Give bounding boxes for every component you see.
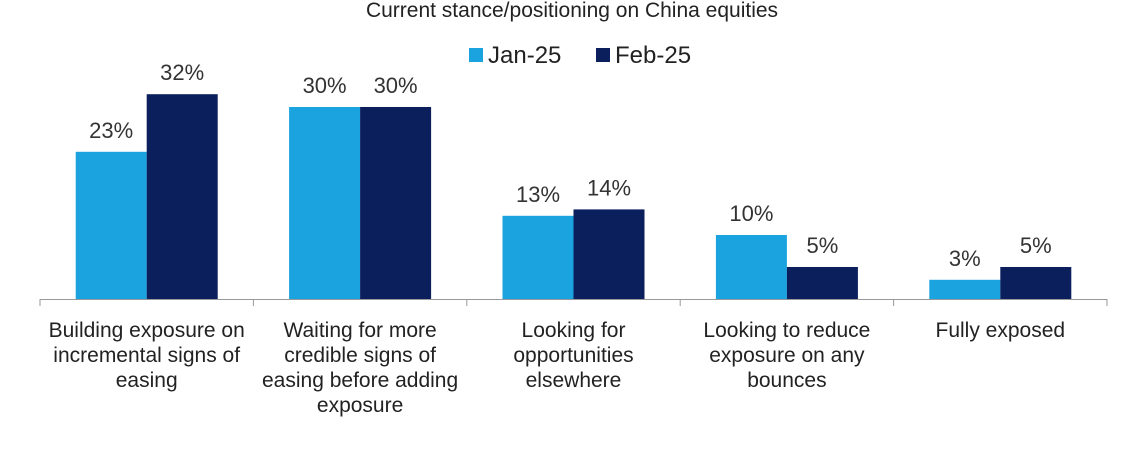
data-label-feb-25-5: 5% [1020,233,1052,258]
x-axis [39,299,1108,306]
bar-jan-25-5 [929,279,1001,299]
category-label-5: Fully exposed [935,319,1066,342]
legend: Jan-25 Feb-25 [469,42,691,69]
category-label-4: Looking to reduce exposure on any bounce… [703,319,871,392]
data-label-jan-25-3: 13% [516,182,560,207]
data-label-feb-25-3: 14% [587,175,631,200]
bar-jan-25-4 [715,235,787,299]
category-label-3: Looking for opportunities elsewhere [513,319,634,392]
bar-feb-25-2 [360,107,432,299]
data-label-jan-25-4: 10% [729,201,773,226]
data-label-jan-25-2: 30% [303,73,347,98]
legend-swatch-feb-25 [596,48,610,62]
bar-feb-25-1 [146,94,218,299]
bar-feb-25-5 [1000,267,1072,299]
legend-label-feb-25: Feb-25 [615,42,691,69]
bar-jan-25-1 [75,151,147,299]
bar-feb-25-3 [573,209,645,299]
data-label-jan-25-5: 3% [949,246,981,271]
category-label-2: Waiting for more credible signs of easin… [262,319,459,417]
legend-label-jan-25: Jan-25 [488,42,561,69]
bar-jan-25-2 [289,107,361,299]
data-label-feb-25-2: 30% [374,73,418,98]
legend-swatch-jan-25 [469,48,483,62]
bar-feb-25-4 [786,267,858,299]
data-label-feb-25-1: 32% [160,60,204,85]
data-label-feb-25-4: 5% [807,233,839,258]
chart-title: Current stance/positioning on China equi… [366,0,778,22]
bar-jan-25-3 [502,215,574,299]
category-label-1: Building exposure on incremental signs o… [48,319,245,392]
value-labels: 23% 32% 30% 30% 13% 14% 10% 5% 3% 5% [89,60,1052,271]
bars [75,94,1072,299]
data-label-jan-25-1: 23% [89,118,133,143]
